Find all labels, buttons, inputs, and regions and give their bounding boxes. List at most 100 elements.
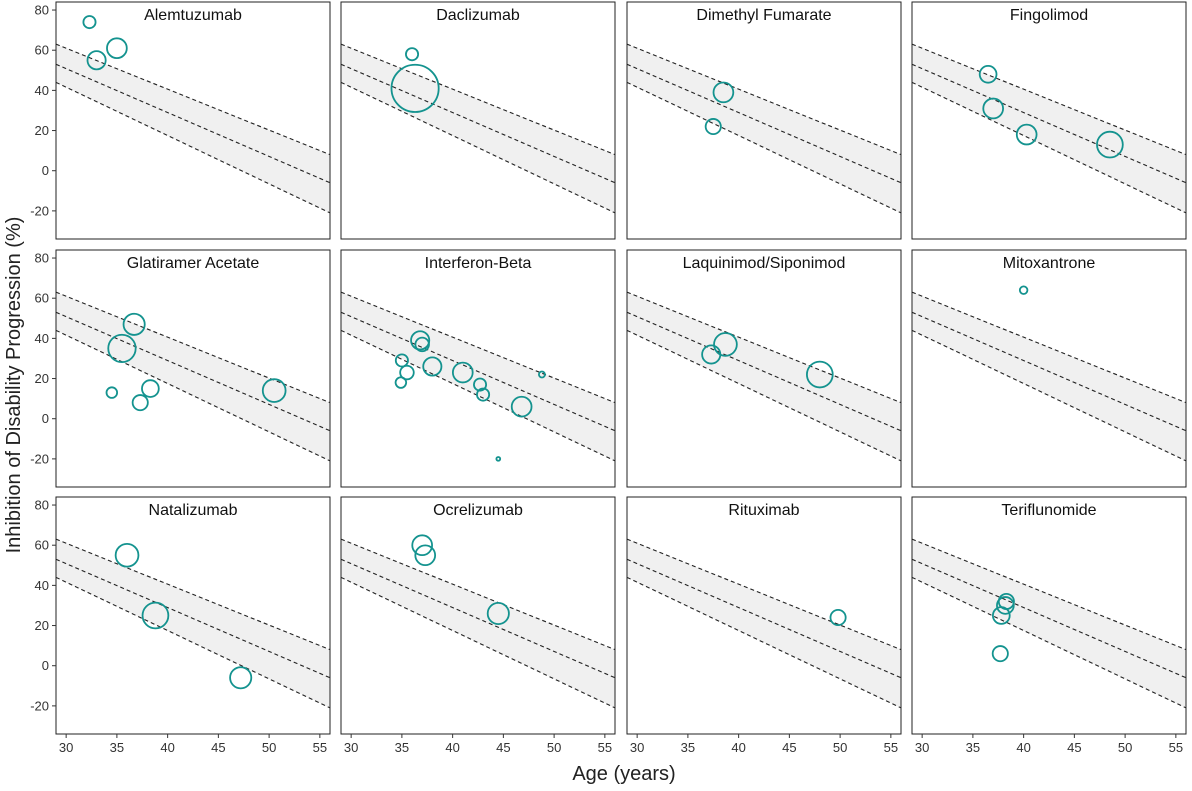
- x-tick-label: 55: [313, 740, 327, 755]
- lower-ci-line: [627, 576, 901, 709]
- data-point: [131, 394, 149, 412]
- data-point: [829, 609, 847, 627]
- data-point: [451, 361, 474, 384]
- x-tick-label: 30: [59, 740, 73, 755]
- data-point: [1015, 123, 1038, 146]
- lower-ci-line: [912, 576, 1186, 709]
- x-tick-label: 40: [1016, 740, 1030, 755]
- x-tick-label: 35: [110, 740, 124, 755]
- data-point: [414, 544, 437, 567]
- plot-area: [912, 285, 1186, 462]
- regression-line: [341, 63, 615, 184]
- y-tick-label: 0: [42, 658, 49, 673]
- x-tick-label: 35: [395, 740, 409, 755]
- y-tick-label: 20: [35, 371, 49, 386]
- upper-ci-line: [56, 538, 330, 651]
- upper-ci-line: [341, 43, 615, 156]
- data-point: [422, 356, 443, 377]
- x-axis-title: Age (years): [572, 763, 675, 785]
- y-tick-label: -20: [30, 451, 49, 466]
- panel-frame: [626, 249, 902, 488]
- data-point: [141, 379, 160, 398]
- plot-area: [627, 291, 901, 462]
- panel-title: Ocrelizumab: [433, 502, 523, 519]
- panel-frame: [911, 496, 1187, 735]
- regression-line: [912, 558, 1186, 679]
- y-tick-label: -20: [30, 698, 49, 713]
- y-tick-label: -20: [30, 203, 49, 218]
- panel-fingolimod: Fingolimod: [911, 1, 1187, 240]
- lower-ci-line: [627, 329, 901, 462]
- y-tick-label: 0: [42, 163, 49, 178]
- panel-title: Glatiramer Acetate: [127, 255, 260, 272]
- plot-area: [627, 538, 901, 709]
- panels-layer: Alemtuzumab -20 0 20 40 60 80 Daclizumab Dimethy…: [30, 1, 1187, 755]
- confidence-band: [56, 44, 330, 213]
- data-point: [414, 336, 430, 353]
- upper-ci-line: [912, 538, 1186, 651]
- plot-area: [56, 15, 330, 214]
- x-tick-label: 40: [160, 740, 174, 755]
- panel-rituximab: Rituximab 30 35 40 45 50 55: [626, 496, 902, 755]
- data-point: [82, 15, 97, 30]
- panel-title: Mitoxantrone: [1003, 255, 1096, 272]
- panel-teriflunomide: Teriflunomide 30 35 40 45 50 55: [911, 496, 1187, 755]
- panel-title: Alemtuzumab: [144, 7, 242, 24]
- lower-ci-line: [341, 81, 615, 214]
- data-point: [495, 456, 502, 462]
- panel-frame: [911, 1, 1187, 240]
- x-tick-label: 45: [496, 740, 510, 755]
- lower-ci-line: [341, 329, 615, 462]
- data-point: [704, 118, 722, 136]
- data-point: [701, 344, 722, 365]
- data-point: [410, 330, 431, 351]
- x-tick-label: 50: [547, 740, 561, 755]
- data-point: [141, 601, 170, 630]
- panel-frame: [626, 1, 902, 240]
- panel-frame: [340, 249, 616, 488]
- data-point: [106, 37, 128, 59]
- confidence-band: [56, 292, 330, 461]
- x-tick-label: 40: [731, 740, 745, 755]
- upper-ci-line: [627, 291, 901, 404]
- upper-ci-line: [341, 538, 615, 651]
- plot-area: [341, 534, 615, 709]
- plot-area: [912, 538, 1186, 709]
- x-tick-label: 50: [1118, 740, 1132, 755]
- panel-dimethyl-fumarate: Dimethyl Fumarate: [626, 1, 902, 240]
- x-tick-label: 55: [1169, 740, 1183, 755]
- plot-area: [341, 291, 615, 462]
- panel-frame: [55, 249, 331, 488]
- data-point: [996, 596, 1015, 615]
- y-tick-label: 20: [35, 618, 49, 633]
- lower-ci-line: [912, 329, 1186, 462]
- upper-ci-line: [912, 291, 1186, 404]
- data-point: [405, 47, 420, 62]
- upper-ci-line: [627, 538, 901, 651]
- regression-line: [627, 63, 901, 184]
- plot-area: [912, 43, 1186, 214]
- data-point: [394, 353, 409, 368]
- panel-title: Interferon-Beta: [425, 255, 532, 272]
- confidence-band: [341, 292, 615, 461]
- plot-area: [56, 538, 330, 709]
- data-point: [122, 312, 146, 336]
- y-tick-label: 40: [35, 331, 49, 346]
- y-tick-label: 80: [35, 498, 49, 513]
- data-point: [107, 333, 137, 364]
- x-tick-label: 45: [211, 740, 225, 755]
- plot-area: [56, 291, 330, 462]
- y-tick-label: 60: [35, 291, 49, 306]
- panel-title: Laquinimod/Siponimod: [683, 255, 846, 272]
- data-point: [399, 364, 415, 381]
- regression-line: [627, 311, 901, 432]
- x-tick-label: 50: [833, 740, 847, 755]
- lower-ci-line: [56, 81, 330, 214]
- data-point: [105, 386, 119, 399]
- upper-ci-line: [341, 291, 615, 404]
- regression-line: [341, 311, 615, 432]
- panel-glatiramer-acetate: Glatiramer Acetate -20 0 20 40 60 80: [30, 249, 331, 488]
- panel-frame: [340, 1, 616, 240]
- data-point: [982, 97, 1004, 120]
